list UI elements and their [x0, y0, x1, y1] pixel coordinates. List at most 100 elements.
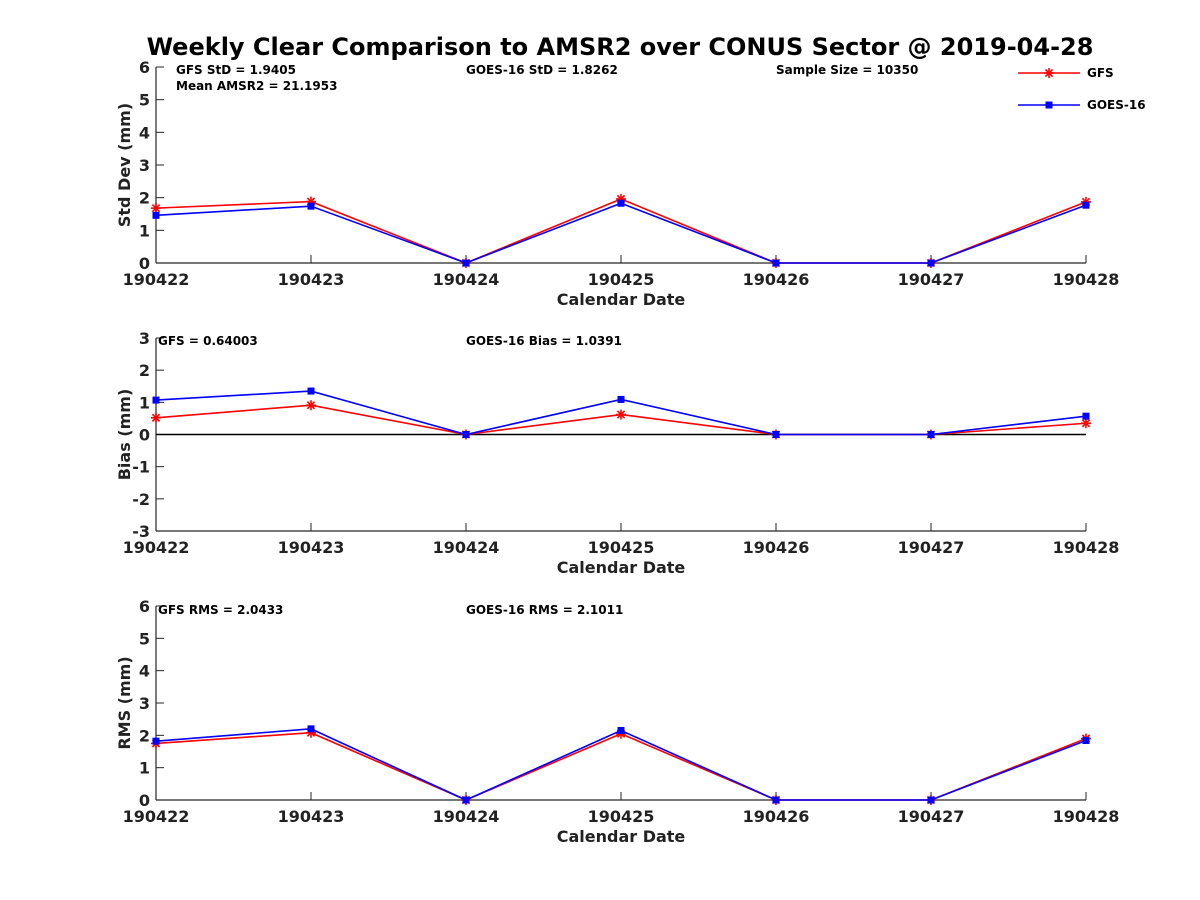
stat-annotation: Sample Size = 10350: [776, 63, 918, 77]
stat-annotation: GOES-16 RMS = 2.1011: [466, 603, 623, 617]
data-point: [617, 395, 625, 403]
x-tick-label: 190427: [898, 270, 965, 289]
y-tick-label: 0: [139, 791, 150, 810]
data-point: [151, 203, 161, 214]
y-tick-label: 2: [139, 189, 150, 208]
y-tick-label: 0: [139, 426, 150, 445]
series-goes-16: [152, 199, 1090, 267]
x-axis-label: Calendar Date: [557, 290, 686, 309]
legend-label: GOES-16: [1087, 98, 1146, 112]
y-tick-label: 5: [139, 91, 150, 110]
y-tick-label: 3: [139, 694, 150, 713]
chart-panel-3: 0 1 2 3 4 5 6 190422 190423 190424 190425 190426 190…: [115, 597, 1119, 846]
y-tick-label: 1: [139, 393, 150, 412]
y-tick-label: -3: [132, 522, 150, 541]
x-tick-label: 190424: [433, 807, 500, 826]
legend-marker-icon: [1044, 68, 1054, 78]
y-tick-label: 1: [139, 759, 150, 778]
data-point: [617, 726, 625, 734]
x-tick-label: 190426: [743, 807, 810, 826]
series-goes-16: [152, 387, 1090, 438]
series-line: [155, 202, 1087, 264]
stat-annotation: GOES-16 Bias = 1.0391: [466, 334, 622, 348]
y-tick-label: 2: [139, 361, 150, 380]
y-tick-label: 5: [139, 629, 150, 648]
data-point: [306, 400, 316, 411]
stat-annotation: Mean AMSR2 = 21.1953: [176, 79, 337, 93]
y-tick-label: 3: [139, 156, 150, 175]
y-tick-label: 2: [139, 726, 150, 745]
data-point: [307, 202, 315, 210]
stat-annotation: GOES-16 StD = 1.8262: [466, 63, 618, 77]
data-point: [772, 259, 780, 267]
x-tick-label: 190425: [588, 807, 655, 826]
x-tick-label: 190425: [588, 270, 655, 289]
data-point: [772, 431, 780, 438]
x-tick-label: 190428: [1053, 807, 1120, 826]
data-point: [152, 396, 160, 404]
y-tick-label: 1: [139, 221, 150, 240]
stat-annotation: GFS StD = 1.9405: [176, 63, 296, 77]
data-point: [1082, 737, 1090, 745]
y-tick-label: -1: [132, 458, 150, 477]
y-tick-label: 0: [139, 254, 150, 273]
x-tick-label: 190428: [1053, 270, 1120, 289]
legend-marker-icon: [1045, 101, 1053, 109]
y-axis-label: Std Dev (mm): [115, 103, 134, 227]
x-tick-label: 190423: [278, 538, 345, 557]
series-line: [155, 198, 1087, 264]
x-axis-label: Calendar Date: [557, 558, 686, 577]
y-tick-label: 6: [139, 58, 150, 77]
data-point: [462, 259, 470, 267]
x-tick-label: 190426: [743, 270, 810, 289]
x-tick-label: 190428: [1053, 538, 1120, 557]
data-point: [616, 409, 626, 420]
data-point: [462, 431, 470, 438]
x-tick-label: 190427: [898, 538, 965, 557]
figure-title: Weekly Clear Comparison to AMSR2 over CO…: [147, 33, 1094, 61]
data-point: [462, 796, 470, 804]
x-tick-label: 190426: [743, 538, 810, 557]
stat-annotation: GFS RMS = 2.0433: [158, 603, 283, 617]
x-tick-label: 190422: [123, 538, 190, 557]
legend: GFS GOES-16: [1018, 66, 1146, 112]
data-point: [1081, 418, 1091, 429]
legend-item-goes-16: GOES-16: [1018, 98, 1146, 112]
y-tick-label: 6: [139, 597, 150, 616]
x-tick-label: 190422: [123, 270, 190, 289]
panels: 0 1 2 3 4 5 6 190422 190423 190424 190425 190426 190…: [115, 58, 1119, 846]
y-axis-label: Bias (mm): [115, 389, 134, 481]
x-tick-label: 190424: [433, 270, 500, 289]
data-point: [927, 431, 935, 438]
x-tick-label: 190423: [278, 807, 345, 826]
data-point: [772, 796, 780, 804]
data-point: [1082, 201, 1090, 209]
legend-item-gfs: GFS: [1018, 66, 1114, 80]
y-tick-label: -2: [132, 490, 150, 509]
series-gfs: [151, 400, 1091, 440]
y-tick-label: 4: [139, 123, 150, 142]
data-point: [1082, 412, 1090, 420]
data-point: [151, 412, 161, 423]
x-tick-label: 190425: [588, 538, 655, 557]
x-tick-label: 190427: [898, 807, 965, 826]
y-tick-label: 3: [139, 329, 150, 348]
stat-annotation: GFS = 0.64003: [158, 334, 258, 348]
data-point: [307, 387, 315, 395]
data-point: [927, 259, 935, 267]
series-line: [155, 731, 1087, 801]
data-point: [152, 211, 160, 219]
data-point: [927, 796, 935, 804]
series-goes-16: [152, 725, 1090, 804]
x-tick-label: 190423: [278, 270, 345, 289]
chart-panel-2: -3 -2 -1 0 1 2 3 190422 190423 190424 190425 190426…: [115, 329, 1119, 577]
x-axis-label: Calendar Date: [557, 827, 686, 846]
x-tick-label: 190422: [123, 807, 190, 826]
data-point: [152, 737, 160, 745]
legend-label: GFS: [1087, 66, 1114, 80]
y-tick-label: 4: [139, 662, 150, 681]
x-tick-label: 190424: [433, 538, 500, 557]
chart-panel-1: 0 1 2 3 4 5 6 190422 190423 190424 190425 190426 190…: [115, 58, 1119, 309]
series-line: [155, 728, 1087, 801]
